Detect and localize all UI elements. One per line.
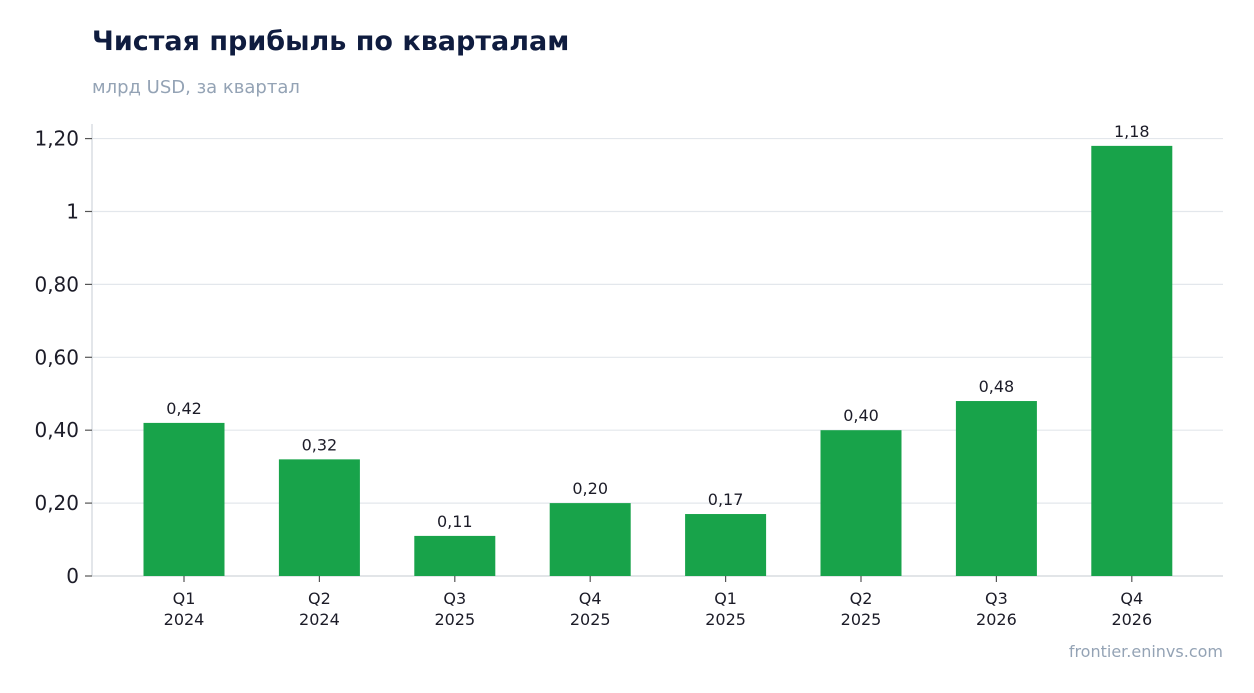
data-label: 0,17 [708, 490, 744, 509]
data-label: 0,32 [302, 435, 338, 454]
bar [143, 422, 225, 576]
source-link[interactable]: frontier.eninvs.com [1068, 642, 1223, 661]
data-label: 0,40 [843, 406, 879, 425]
bar [820, 430, 902, 576]
y-axis-ticks: 0 0,20 0,40 0,60 0,80 1 1,20 [34, 127, 92, 588]
x-tick-label-quarter: Q3 [985, 589, 1008, 608]
bar [1091, 145, 1173, 576]
x-tick-label-quarter: Q1 [714, 589, 737, 608]
x-tick-label-quarter: Q2 [308, 589, 331, 608]
data-label: 0,11 [437, 512, 473, 531]
gridlines [92, 137, 1223, 504]
bar [278, 459, 360, 576]
x-tick-label-quarter: Q4 [1120, 589, 1143, 608]
chart-subtitle: млрд USD, за квартал [92, 77, 300, 98]
x-tick-label-year: 2026 [976, 610, 1017, 629]
bar [955, 401, 1037, 576]
data-label: 0,42 [166, 399, 202, 418]
y-tick-label: 0,20 [34, 491, 79, 515]
y-tick-label: 0,60 [34, 345, 79, 369]
x-tick-label-quarter: Q4 [579, 589, 602, 608]
chart-title: Чистая прибыль по кварталам [92, 26, 570, 57]
x-tick-label-year: 2025 [705, 610, 746, 629]
y-tick-label: 0 [66, 564, 79, 588]
data-label: 1,18 [1114, 122, 1150, 141]
x-tick-label-year: 2025 [841, 610, 882, 629]
y-tick-label: 1 [66, 199, 79, 223]
x-tick-label-year: 2024 [164, 610, 205, 629]
x-tick-label-year: 2024 [299, 610, 340, 629]
axes [91, 124, 1223, 577]
x-tick-label-quarter: Q1 [173, 589, 196, 608]
data-label: 0,48 [979, 377, 1015, 396]
bar [549, 503, 631, 576]
x-tick-label-quarter: Q2 [850, 589, 873, 608]
y-tick-label: 0,80 [34, 272, 79, 296]
x-tick-label-quarter: Q3 [443, 589, 466, 608]
x-tick-label-year: 2025 [570, 610, 611, 629]
data-labels: 0,42 0,32 0,11 0,20 0,17 0,40 0,48 1,18 [166, 122, 1149, 531]
x-tick-label-year: 2025 [434, 610, 475, 629]
bars [143, 145, 1173, 576]
y-tick-label: 1,20 [34, 127, 79, 151]
bar [685, 514, 767, 576]
y-tick-label: 0,40 [34, 418, 79, 442]
bar [414, 535, 496, 576]
x-tick-label-year: 2026 [1111, 610, 1152, 629]
data-label: 0,20 [572, 479, 608, 498]
x-axis-ticks: Q1 2024 Q2 2024 Q3 2025 Q4 2025 Q1 2025 Q2 2025 Q3 20… [164, 576, 1152, 629]
